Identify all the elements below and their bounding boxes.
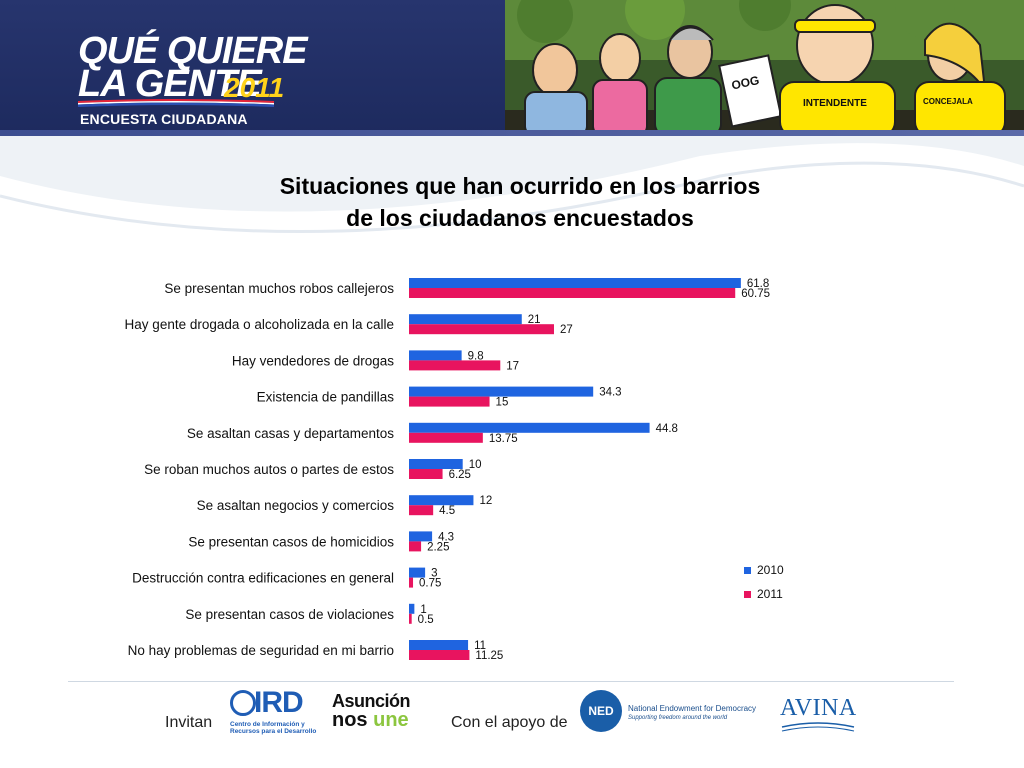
bar-2010 (409, 603, 415, 614)
data-label-2010: 34.3 (599, 387, 621, 399)
chart-title-line2: de los ciudadanos encuestados (346, 205, 694, 231)
ned-logo-badge: NED (580, 690, 622, 732)
bar-2011 (409, 324, 554, 335)
bar-2011 (409, 469, 443, 479)
sign-intendente: INTENDENTE (803, 98, 867, 109)
legend-item-2011: 2011 (744, 582, 784, 606)
logo-title-line2: LA GENTE (78, 63, 262, 105)
data-label-2011: 17 (506, 360, 519, 372)
banner-bottom-stripe (0, 130, 1024, 136)
category-label: Se presentan casos de violaciones (185, 607, 394, 622)
data-label-2010: 21 (528, 314, 541, 326)
data-label-2010: 10 (469, 459, 482, 471)
apoyo-label: Con el apoyo de (451, 714, 568, 731)
logo-title-line1: QUÉ QUIERE (78, 30, 308, 72)
data-label-2011: 11.25 (475, 650, 503, 662)
bar-2011 (409, 396, 490, 407)
logo-year: 2011 (224, 72, 285, 103)
bar-2010 (409, 640, 469, 650)
data-label-2011: 15 (496, 397, 509, 409)
sign-oog: OOG (730, 73, 760, 93)
legend-swatch-2011 (744, 590, 751, 598)
chart-title: Situaciones que han ocurrido en los barr… (220, 170, 820, 234)
crowd-illustration: OOG INTENDENTE CONCEJALA (505, 0, 1024, 136)
chart-legend: 2010 2011 (744, 558, 784, 606)
bar-2011 (409, 541, 422, 552)
globe-icon (230, 690, 256, 716)
bar-2010 (409, 459, 463, 469)
bar-2011 (409, 360, 501, 371)
bar-2011 (409, 613, 412, 624)
asuncion-logo-line1: Asunción (332, 691, 411, 711)
data-label-2011: 2.25 (427, 541, 449, 553)
bar-2010 (409, 314, 522, 325)
avina-logo-word: AVINA (780, 695, 857, 721)
data-label-2010: 61.8 (747, 278, 769, 290)
data-label-2010: 3 (431, 568, 437, 580)
category-label: Se asaltan negocios y comercios (197, 498, 395, 513)
data-label-2010: 44.8 (656, 423, 678, 435)
bar-2010 (409, 386, 594, 397)
avina-logo: AVINA (780, 693, 856, 733)
category-label: Se roban muchos autos o partes de estos (144, 462, 394, 477)
legend-label-2011: 2011 (757, 587, 783, 601)
bar-2011 (409, 577, 414, 588)
bar-2010 (409, 350, 462, 361)
legend-item-2010: 2010 (744, 558, 784, 582)
sign-concejala: CONCEJALA (923, 97, 973, 106)
asuncion-logo-une: une (373, 709, 409, 731)
category-label: Se asaltan casas y departamentos (187, 426, 394, 441)
bar-2011 (409, 505, 434, 516)
header-banner: QUÉ QUIERE LA GENTE 2011 ENCUESTA CIUDAD… (0, 0, 1024, 136)
flag-stripes-icon (78, 99, 274, 107)
legend-label-2010: 2010 (757, 563, 784, 577)
data-label-2011: 4.5 (439, 505, 455, 517)
data-label-2011: 27 (560, 324, 573, 336)
invitan-label: Invitan (165, 714, 213, 731)
ird-logo-subtitle: Centro de Información y Recursos para el… (230, 721, 317, 735)
footer-divider (68, 681, 954, 682)
asuncion-logo-nos: nos (332, 709, 374, 731)
bar-2010 (409, 495, 474, 506)
bar-2010 (409, 567, 426, 578)
category-label: Hay gente drogada o alcoholizada en la c… (125, 317, 394, 332)
data-label-2011: 0.75 (419, 578, 441, 590)
bar-2010 (409, 422, 650, 433)
data-label-2010: 9.8 (468, 350, 484, 362)
category-label: Se presentan muchos robos callejeros (164, 281, 394, 296)
asuncion-logo-line2: nos une (332, 710, 410, 730)
bar-2011 (409, 432, 483, 443)
data-label-2011: 6.25 (449, 469, 471, 481)
bar-2010 (409, 531, 433, 542)
ned-logo-name: National Endowment for Democracy (628, 704, 757, 713)
data-label-2010: 11 (474, 640, 486, 652)
ird-logo: IRD Centro de Información y Recursos par… (228, 686, 318, 738)
bar-2010 (409, 278, 741, 288)
bar-2011 (409, 288, 736, 298)
category-label: Destrucción contra edificaciones en gene… (132, 571, 394, 586)
logo-subtitle: ENCUESTA CIUDADANA (80, 111, 248, 127)
data-label-2011: 60.75 (741, 288, 770, 300)
legend-swatch-2010 (744, 566, 751, 574)
asuncion-logo: Asunción nos une (332, 691, 411, 730)
data-label-2010: 4.3 (438, 531, 454, 543)
category-label: Hay vendedores de drogas (232, 353, 394, 368)
data-label-2010: 12 (479, 495, 492, 507)
category-label: Existencia de pandillas (257, 390, 395, 405)
category-label: Se presentan casos de homicidios (188, 534, 394, 549)
data-label-2010: 1 (420, 604, 426, 616)
background-swoosh (0, 136, 1024, 234)
ned-logo-tagline: Supporting freedom around the world (628, 715, 728, 721)
avina-wave-icon (781, 722, 855, 732)
category-label: No hay problemas de seguridad en mi barr… (128, 643, 394, 658)
chart-title-line1: Situaciones que han ocurrido en los barr… (279, 173, 761, 199)
ird-logo-word: IRD (254, 686, 304, 719)
data-label-2011: 0.5 (418, 614, 434, 626)
data-label-2011: 13.75 (489, 433, 518, 445)
bar-2011 (409, 650, 470, 660)
